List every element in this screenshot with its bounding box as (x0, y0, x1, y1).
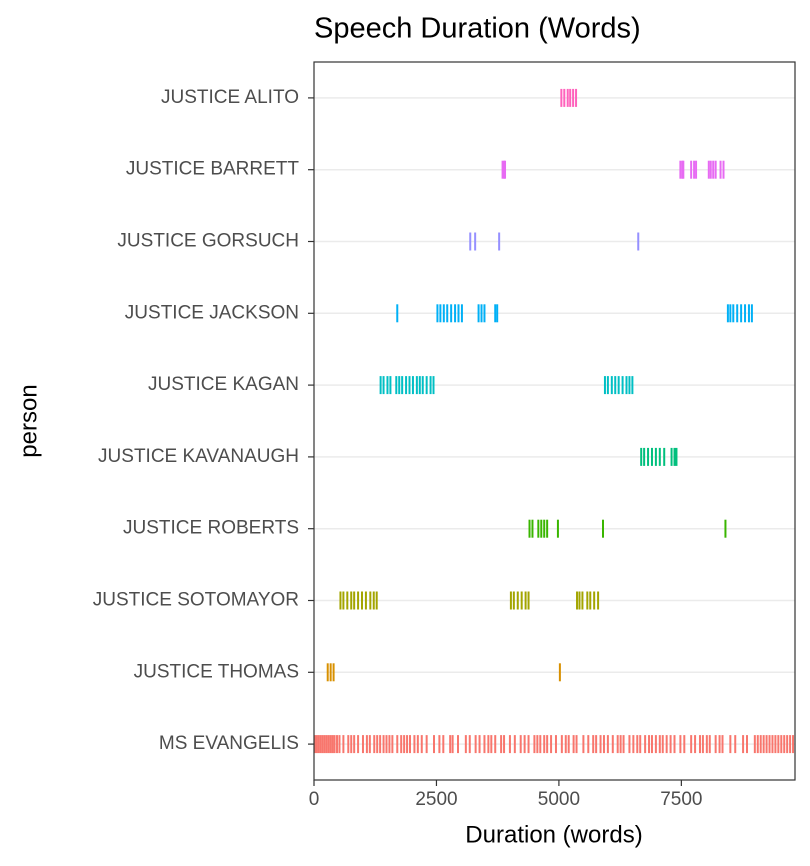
chart-title: Speech Duration (Words) (314, 13, 641, 45)
x-tick-label: 7500 (660, 789, 702, 810)
y-tick-label: JUSTICE THOMAS (134, 661, 299, 682)
y-tick-label: JUSTICE BARRETT (126, 159, 300, 180)
x-tick-label: 2500 (415, 789, 457, 810)
y-tick-label: JUSTICE ALITO (161, 87, 299, 108)
x-tick-label: 0 (309, 789, 320, 810)
y-tick-label: JUSTICE JACKSON (125, 302, 299, 323)
y-axis-title: person (15, 384, 42, 457)
y-tick-label: JUSTICE GORSUCH (117, 231, 299, 252)
panel-border (313, 61, 796, 781)
x-tick-label: 5000 (538, 789, 580, 810)
y-tick-label: MS EVANGELIS (159, 733, 299, 754)
x-axis-title: Duration (words) (465, 821, 642, 848)
y-tick-label: JUSTICE SOTOMAYOR (93, 590, 299, 611)
y-tick-label: JUSTICE KAGAN (148, 374, 299, 395)
y-tick-label: JUSTICE KAVANAUGH (98, 446, 299, 467)
y-tick-label: JUSTICE ROBERTS (123, 518, 299, 539)
